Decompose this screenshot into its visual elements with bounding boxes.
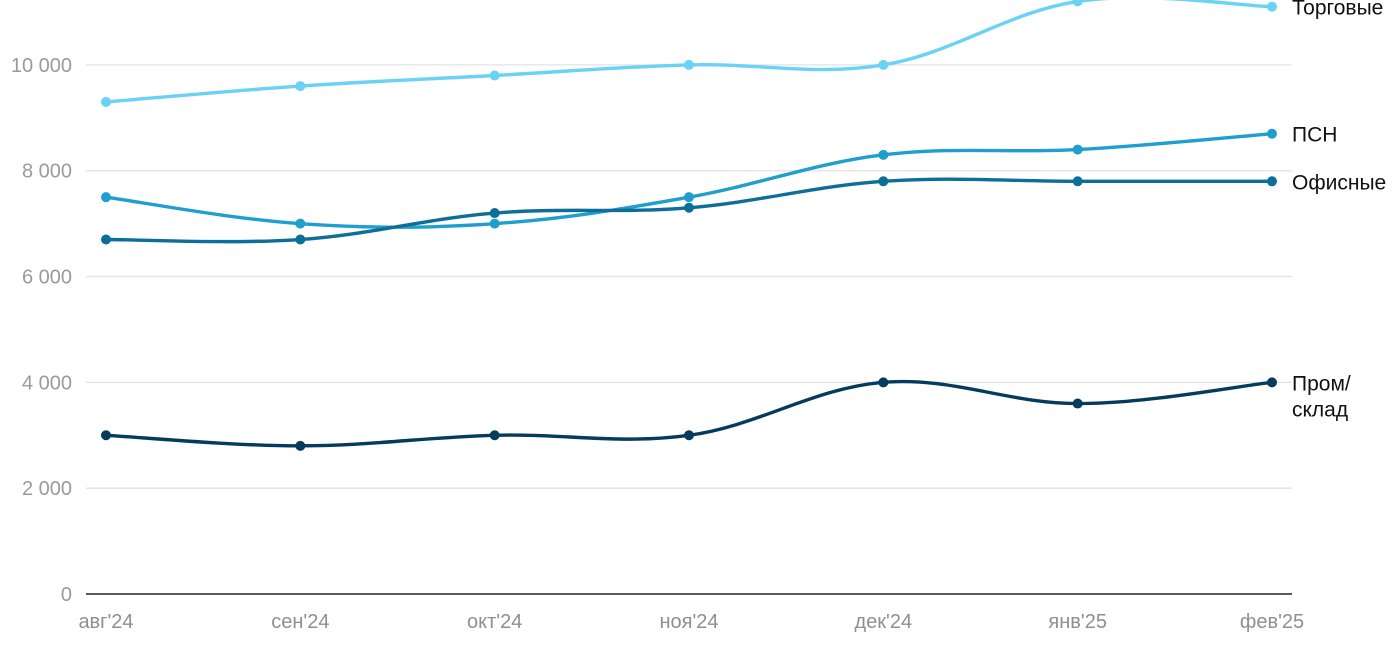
x-tick-label: авг'24 xyxy=(78,611,133,633)
x-tick-label: окт'24 xyxy=(467,611,522,633)
y-tick-label: 10 000 xyxy=(11,55,72,77)
x-tick-label: янв'25 xyxy=(1048,611,1107,633)
data-point xyxy=(295,81,306,92)
data-point xyxy=(1267,1,1277,12)
x-tick-label: дек'24 xyxy=(855,611,913,633)
series-3 xyxy=(101,377,1277,451)
data-point xyxy=(1267,377,1277,388)
data-point xyxy=(1267,128,1277,139)
data-point xyxy=(101,96,111,107)
data-point xyxy=(489,70,500,81)
y-tick-label: 4 000 xyxy=(22,372,72,394)
data-point xyxy=(101,192,111,203)
data-point xyxy=(101,430,111,441)
series-label: ПСН xyxy=(1292,124,1337,147)
data-point xyxy=(878,149,889,160)
data-point xyxy=(295,234,306,245)
data-point xyxy=(1072,176,1083,187)
data-point xyxy=(489,218,500,229)
series-1 xyxy=(101,128,1277,229)
y-tick-label: 6 000 xyxy=(22,267,72,289)
data-point xyxy=(101,234,111,245)
data-point xyxy=(489,208,500,219)
data-point xyxy=(295,440,306,451)
y-tick-label: 2 000 xyxy=(22,478,72,500)
data-point xyxy=(1072,0,1083,7)
data-point xyxy=(684,192,694,203)
grid-lines xyxy=(86,64,1292,489)
x-tick-label: фев'25 xyxy=(1240,611,1304,633)
series-labels: Торговые ПСН Офисные Пром/склад xyxy=(1292,0,1386,421)
data-point xyxy=(684,430,694,441)
series-line xyxy=(104,0,1274,104)
y-tick-label: 8 000 xyxy=(22,161,72,183)
series-label: Пром/склад xyxy=(1292,372,1351,421)
y-axis-ticks: 0 2 000 4 000 6 000 8 000 10 000 xyxy=(11,55,72,606)
data-point xyxy=(295,218,306,229)
series-0 xyxy=(101,0,1277,107)
series-group xyxy=(101,0,1277,451)
series-2 xyxy=(101,176,1277,245)
x-axis-ticks: авг'24 сен'24 окт'24 ноя'24 дек'24 янв'25 фев'… xyxy=(78,611,1304,633)
data-point xyxy=(878,176,889,187)
data-point xyxy=(1267,176,1277,187)
series-label: Офисные xyxy=(1292,171,1386,194)
data-point xyxy=(878,377,889,388)
data-point xyxy=(684,59,694,70)
data-point xyxy=(1072,144,1083,155)
data-point xyxy=(1072,398,1083,409)
y-tick-label: 0 xyxy=(61,584,72,606)
data-point xyxy=(489,430,500,441)
series-label: Торговые xyxy=(1292,0,1383,20)
data-point xyxy=(684,202,694,213)
data-point xyxy=(878,59,889,70)
x-tick-label: ноя'24 xyxy=(659,611,718,633)
x-tick-label: сен'24 xyxy=(271,611,329,633)
